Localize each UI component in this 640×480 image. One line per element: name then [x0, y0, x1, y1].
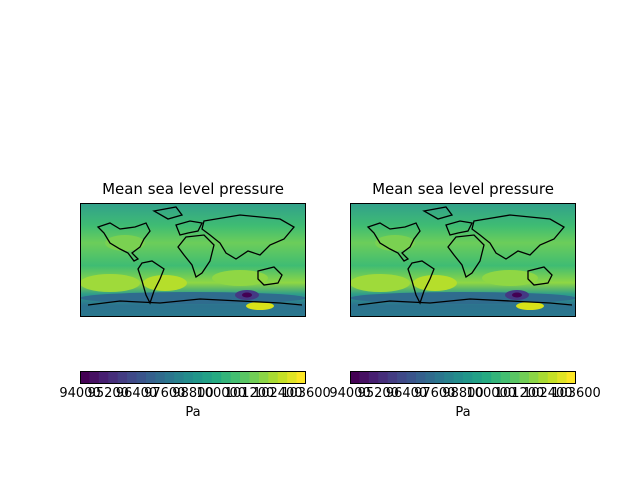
low-pressure-core	[242, 292, 252, 298]
colorbar-tick-label: 97600	[144, 386, 186, 401]
colorbar-level	[444, 371, 454, 384]
colorbar-level	[80, 371, 90, 384]
right-colorbar	[350, 371, 576, 384]
left-colorbar-levels	[80, 371, 306, 384]
colorbar-level	[557, 371, 567, 384]
colorbar-level	[164, 371, 175, 384]
high-pressure-south-pacific	[80, 274, 140, 292]
colorbar-level	[98, 371, 109, 384]
left-panel: Mean sea level pressure	[59, 180, 331, 420]
colorbar-tick-label: 98800	[442, 386, 484, 401]
colorbar-tick-label: 103600	[551, 386, 601, 401]
colorbar-level	[249, 371, 260, 384]
colorbar-level	[368, 371, 379, 384]
right-colorbar-ticks: 94000 95200 96400 97600 98800 100000 101200 102…	[329, 386, 601, 402]
high-pressure-antarctic-edge	[516, 302, 544, 310]
colorbar-level	[378, 371, 389, 384]
colorbar-level	[221, 371, 232, 384]
colorbar-level	[296, 371, 306, 384]
colorbar-tick-label: 96400	[385, 386, 428, 401]
colorbar-level	[528, 371, 539, 384]
colorbar-level	[359, 371, 370, 384]
right-colorbar-levels	[350, 371, 576, 384]
colorbar-level	[491, 371, 502, 384]
colorbar-tick-label: 103600	[281, 386, 331, 401]
high-pressure-north-atlantic	[105, 235, 145, 251]
right-panel: Mean sea level pressure	[270, 0, 601, 480]
colorbar-level	[287, 371, 297, 384]
colorbar-level	[519, 371, 530, 384]
right-map	[350, 203, 576, 317]
colorbar-tick-label: 102400	[252, 386, 303, 401]
low-pressure-core	[512, 292, 522, 298]
colorbar-level	[547, 371, 558, 384]
colorbar-level	[387, 371, 398, 384]
colorbar-level	[566, 371, 576, 384]
colorbar-level	[108, 371, 119, 384]
colorbar-tick-label: 94000	[59, 386, 101, 401]
colorbar-level	[240, 371, 250, 384]
colorbar-level	[453, 371, 464, 384]
colorbar-level	[183, 371, 194, 384]
colorbar-tick-label: 96400	[115, 386, 158, 401]
colorbar-level	[230, 371, 241, 384]
high-pressure-indian-ocean	[212, 270, 268, 286]
colorbar-level	[350, 371, 360, 384]
left-colorbar-ticks: 94000 95200 96400 97600 98800 100000 101200 102…	[59, 386, 331, 402]
colorbar-tick-label: 102400	[522, 386, 573, 401]
colorbar-level	[127, 371, 137, 384]
colorbar-level	[481, 371, 492, 384]
coastlines	[357, 206, 573, 306]
colorbar-tick-label: 94000	[329, 386, 371, 401]
colorbar-level	[500, 371, 511, 384]
left-map	[80, 203, 306, 317]
high-pressure-south-atlantic	[413, 275, 457, 291]
colorbar-level	[145, 371, 156, 384]
colorbar-level	[425, 371, 436, 384]
colorbar-level	[258, 371, 269, 384]
colorbar-level	[268, 371, 279, 384]
colorbar-level	[406, 371, 417, 384]
colorbar-level	[155, 371, 166, 384]
colorbar-tick-label: 100000	[196, 386, 247, 401]
colorbar-level	[202, 371, 213, 384]
coastlines	[87, 206, 303, 306]
colorbar-level	[538, 371, 549, 384]
colorbar-tick-label: 95200	[87, 386, 129, 401]
high-pressure-antarctic-edge	[246, 302, 274, 310]
left-colorbar-unit: Pa	[185, 405, 201, 420]
colorbar-tick-label: 100000	[466, 386, 517, 401]
colorbar-tick-label: 97600	[414, 386, 456, 401]
right-map-title: Mean sea level pressure	[372, 180, 554, 198]
right-colorbar-unit: Pa	[455, 405, 471, 420]
colorbar-level	[117, 371, 128, 384]
colorbar-tick-label: 98800	[172, 386, 214, 401]
colorbar-tick-label: 101200	[494, 386, 545, 401]
colorbar-level	[397, 371, 407, 384]
left-colorbar	[80, 371, 306, 384]
colorbar-level	[89, 371, 100, 384]
colorbar-level	[193, 371, 203, 384]
colorbar-level	[463, 371, 473, 384]
colorbar-level	[434, 371, 445, 384]
colorbar-level	[510, 371, 520, 384]
colorbar-level	[174, 371, 184, 384]
high-pressure-south-atlantic	[143, 275, 187, 291]
colorbar-tick-label: 95200	[357, 386, 399, 401]
colorbar-tick-label: 101200	[224, 386, 275, 401]
high-pressure-south-pacific	[350, 274, 410, 292]
high-pressure-indian-ocean	[482, 270, 538, 286]
colorbar-level	[415, 371, 426, 384]
colorbar-level	[277, 371, 288, 384]
colorbar-level	[472, 371, 483, 384]
colorbar-level	[211, 371, 222, 384]
colorbar-level	[136, 371, 147, 384]
left-map-title: Mean sea level pressure	[102, 180, 284, 198]
high-pressure-north-atlantic	[375, 235, 415, 251]
